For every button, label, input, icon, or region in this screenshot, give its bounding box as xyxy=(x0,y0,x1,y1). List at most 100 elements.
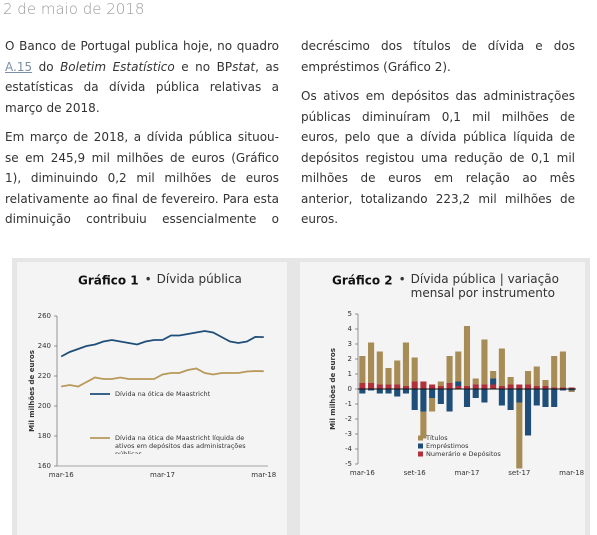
bar xyxy=(446,383,453,389)
x-tick-label: set-16 xyxy=(404,469,427,477)
bar xyxy=(455,381,462,386)
bar xyxy=(533,389,540,406)
legend-label: Títulos xyxy=(426,434,448,442)
bar xyxy=(394,384,401,389)
bar xyxy=(368,342,375,383)
bar xyxy=(472,389,479,398)
y-tick-label: 4 xyxy=(348,325,353,333)
y-tick-label: -3 xyxy=(345,430,352,438)
bar xyxy=(437,389,444,404)
chart-subtitle: Dívida pública xyxy=(156,272,242,286)
bar xyxy=(542,380,549,386)
legend-swatch xyxy=(418,451,423,457)
bar xyxy=(463,326,471,386)
bar xyxy=(429,389,436,398)
chart-panel xyxy=(17,262,287,535)
bar xyxy=(437,386,444,389)
bar xyxy=(411,381,418,389)
bar xyxy=(437,381,444,386)
bar xyxy=(568,387,575,389)
legend-label: Numerário e Depósitos xyxy=(426,450,501,458)
text: do xyxy=(32,59,61,74)
legend-swatch xyxy=(418,443,423,449)
bar xyxy=(507,389,514,410)
x-tick-label: mar-17 xyxy=(455,469,480,477)
bar xyxy=(524,389,532,436)
bar xyxy=(394,389,401,397)
bar xyxy=(542,386,549,389)
bar xyxy=(551,356,558,388)
legend-label: Empréstimos xyxy=(426,442,469,450)
bar xyxy=(411,389,418,410)
title-separator: • xyxy=(145,273,152,287)
legend-label: Títulos xyxy=(426,434,448,442)
bar xyxy=(376,389,383,394)
bar xyxy=(516,389,523,403)
bar xyxy=(498,389,505,406)
line xyxy=(60,330,264,358)
charts: Gráfico 1 • Dívida pública Mil milhões de e… xyxy=(12,258,590,535)
bar xyxy=(411,357,418,382)
chart-title: Gráfico 2 xyxy=(332,274,393,288)
bar xyxy=(359,389,366,394)
bar xyxy=(394,360,401,385)
text: , as estatísticas da dívida pública rela… xyxy=(5,59,279,115)
y-tick-label: -2 xyxy=(345,415,352,423)
link[interactable]: A.15 xyxy=(5,59,33,74)
date: 2 de maio de 2018 xyxy=(3,0,145,18)
bar xyxy=(551,387,558,389)
text: Boletim Estatístico xyxy=(60,59,175,74)
legend-label: Empréstimos xyxy=(426,442,469,450)
bar xyxy=(533,386,540,389)
bar xyxy=(376,384,383,389)
bar xyxy=(490,384,497,389)
bar xyxy=(559,351,566,388)
bar xyxy=(524,371,532,385)
x-tick-label: mar-16 xyxy=(49,471,75,479)
x-tick-label: mar-18 xyxy=(251,471,276,479)
bar xyxy=(568,389,575,391)
bar xyxy=(402,386,410,389)
x-tick-label: mar-18 xyxy=(559,469,584,477)
bar xyxy=(455,386,462,389)
article: O Banco de Portugal publica hoje, no qua… xyxy=(5,36,575,234)
y-tick-label: 3 xyxy=(348,340,352,348)
bar xyxy=(516,384,523,389)
bar xyxy=(559,389,566,391)
bar xyxy=(463,386,471,389)
legend-label: Dívida na ótica de Maastricht xyxy=(115,390,211,398)
bar xyxy=(429,398,436,412)
y-tick-label: 260 xyxy=(38,312,51,320)
y-tick-label: 0 xyxy=(348,385,352,393)
bar xyxy=(542,389,549,407)
bar xyxy=(559,387,566,389)
legend-label: Dívida na ótica de Maastricht líquida de… xyxy=(115,434,246,454)
line xyxy=(61,367,264,388)
bar xyxy=(429,384,436,389)
bar xyxy=(490,371,497,379)
legend-swatch xyxy=(418,435,423,441)
legend-label: Dívida na ótica de Maastricht líquida de… xyxy=(115,434,246,454)
chart-title: Gráfico 1 xyxy=(78,274,139,288)
y-tick-label: 240 xyxy=(38,342,51,350)
y-tick-label: 160 xyxy=(38,462,51,470)
legend-label: Dívida na ótica de Maastricht xyxy=(115,390,211,398)
y-tick-label: 220 xyxy=(38,372,51,380)
paragraph: Os ativos em depósitos das administraçõe… xyxy=(301,89,575,226)
bar xyxy=(420,381,427,389)
bar xyxy=(551,389,558,407)
bar xyxy=(498,386,505,389)
bar xyxy=(420,411,427,439)
text: stat xyxy=(232,59,256,74)
bar xyxy=(507,384,514,389)
bar xyxy=(481,384,488,389)
bar xyxy=(368,383,375,389)
bar xyxy=(516,402,523,469)
paragraph: Em março de 2018, a dívida pública situo… xyxy=(5,39,575,226)
bar xyxy=(368,389,375,391)
y-axis-label: Mil milhões de euros xyxy=(329,348,337,430)
bar xyxy=(533,366,540,386)
bar xyxy=(359,383,366,389)
bar xyxy=(472,384,479,389)
